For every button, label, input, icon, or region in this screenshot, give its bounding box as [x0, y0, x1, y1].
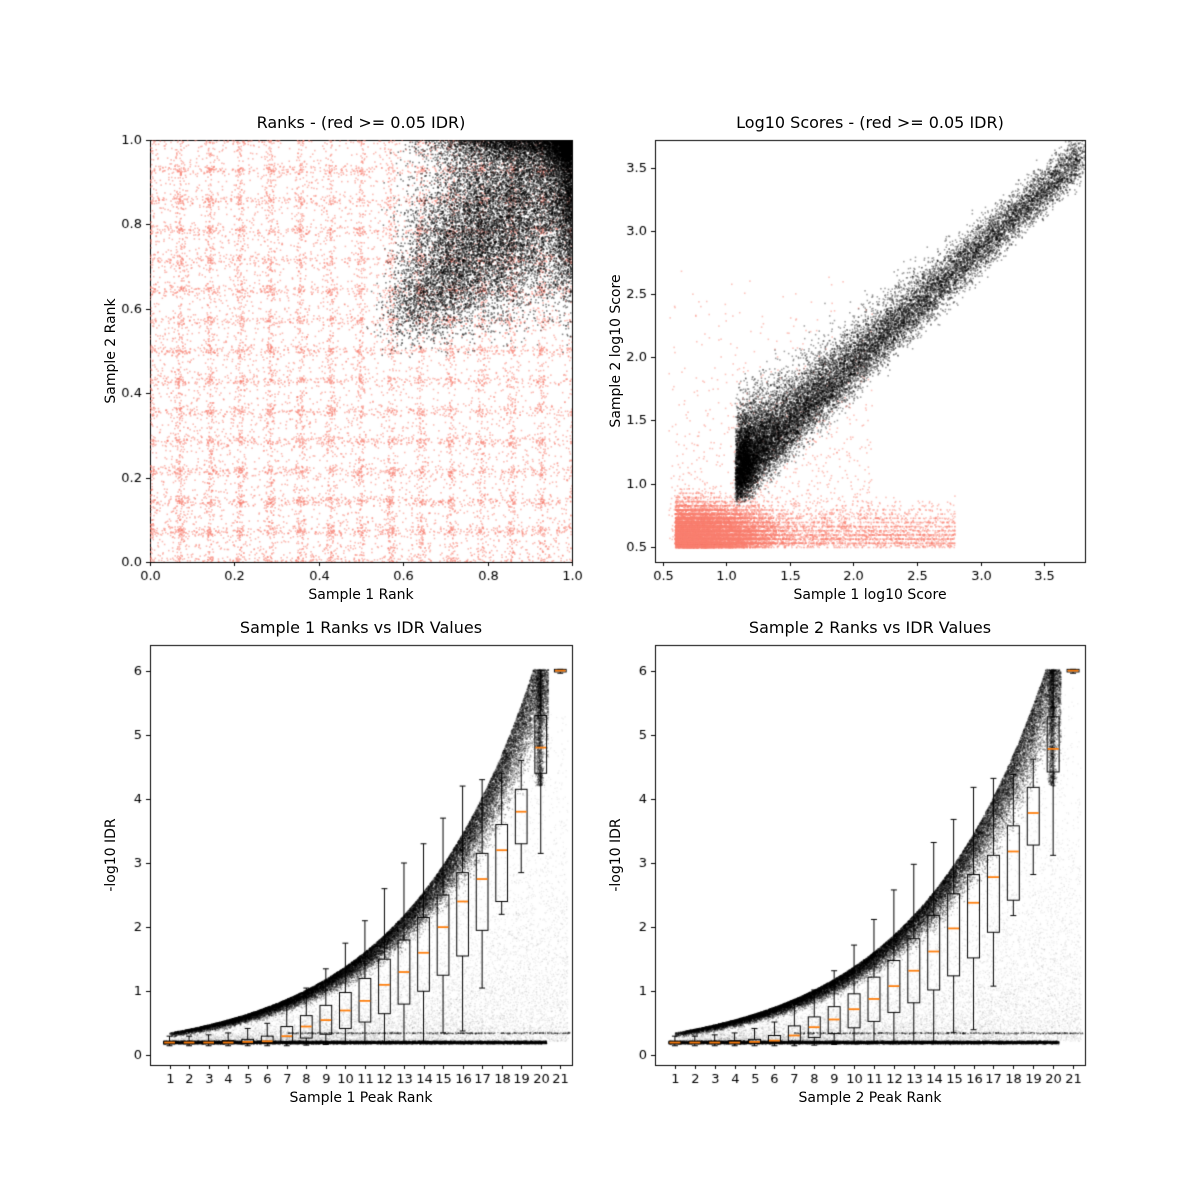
sample1-idr-plot-xlabel: Sample 1 Peak Rank [289, 1090, 433, 1106]
ranks-plot-ylabel: Sample 2 Rank [103, 298, 119, 404]
scores-plot-xlabel: Sample 1 log10 Score [793, 587, 947, 603]
sample1-idr-plot-ylabel: -log10 IDR [103, 818, 119, 892]
scores-plot-title: Log10 Scores - (red >= 0.05 IDR) [736, 113, 1004, 132]
sample1-idr-plot-title: Sample 1 Ranks vs IDR Values [239, 618, 483, 637]
sample2-idr-plot-xlabel: Sample 2 Peak Rank [798, 1090, 942, 1106]
ranks-plot-title: Ranks - (red >= 0.05 IDR) [256, 113, 466, 132]
sample2-idr-plot-ylabel: -log10 IDR [608, 818, 624, 892]
sample2-idr-plot-title: Sample 2 Ranks vs IDR Values [748, 618, 992, 637]
ranks-plot-xlabel: Sample 1 Rank [308, 587, 414, 603]
scores-plot-ylabel: Sample 2 log10 Score [608, 274, 624, 428]
